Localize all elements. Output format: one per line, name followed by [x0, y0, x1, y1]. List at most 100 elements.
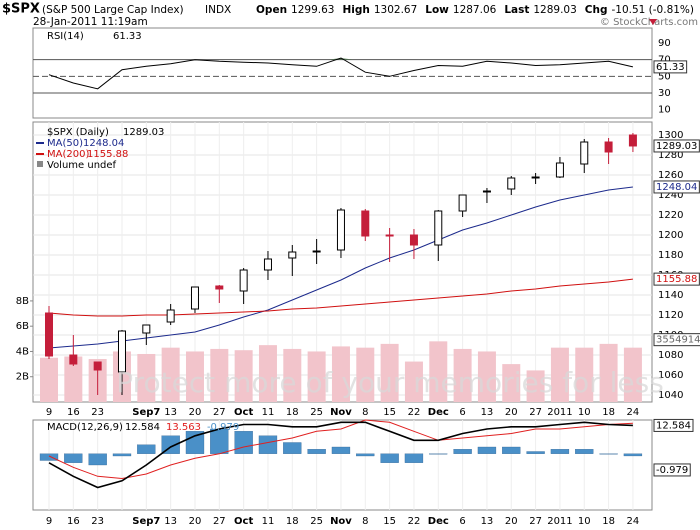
x-tick-label: 23 — [91, 516, 104, 527]
x-tick-label: 27 — [213, 516, 226, 527]
candle-body — [434, 210, 443, 246]
candle-body — [142, 324, 151, 334]
x-tick-label: 27 — [529, 407, 542, 418]
candle-body — [166, 309, 175, 323]
histogram-bar — [185, 431, 205, 454]
volume-bar — [526, 370, 545, 402]
x-tick-label: 22 — [408, 516, 421, 527]
x-tick-label: 25 — [310, 516, 323, 527]
watermark: Protect more of your memories for less — [116, 366, 664, 399]
quote-label: High — [342, 4, 369, 16]
source: © StockCharts.com — [600, 17, 698, 28]
x-tick-label: 2011 — [547, 407, 572, 418]
candle-body — [531, 176, 540, 179]
histogram-bar — [234, 431, 253, 454]
histogram-bar — [477, 446, 497, 454]
y-tick-label: 90 — [658, 38, 671, 49]
histogram-bar — [429, 453, 448, 455]
exchange: INDX — [205, 4, 231, 16]
candle-body — [604, 141, 613, 153]
x-tick-label: Oct — [234, 407, 253, 418]
quote-label: Open — [256, 4, 287, 16]
volume-bar — [623, 347, 642, 402]
x-tick-label: 16 — [67, 407, 80, 418]
quote-label: Low — [425, 4, 449, 16]
candle-body — [555, 162, 564, 178]
x-tick-label: 8 — [362, 516, 368, 527]
x-tick-label: 18 — [286, 516, 299, 527]
x-tick-label: Dec — [428, 516, 449, 527]
y-tick-label: 1220 — [658, 210, 683, 221]
candle-body — [93, 361, 102, 371]
y-tick-label: 10 — [658, 105, 671, 116]
x-tick-label: 13 — [481, 407, 494, 418]
macd-line — [48, 419, 633, 480]
rsi-last: 61.33 — [113, 31, 142, 42]
x-tick-label: 25 — [310, 407, 323, 418]
value-box: 12.584 — [656, 420, 691, 431]
histogram-bar — [39, 453, 59, 461]
x-tick-label: Nov — [330, 407, 352, 418]
x-tick-label: Oct — [234, 516, 253, 527]
legend-name: Volume undef — [47, 160, 117, 171]
value-box: 61.33 — [656, 62, 685, 73]
candle-body — [45, 312, 53, 357]
legend-value: 1155.88 — [87, 149, 128, 160]
candle-body — [288, 251, 297, 259]
value-box-bg — [653, 463, 691, 477]
candle-body — [190, 286, 199, 310]
histogram-bar — [283, 442, 302, 454]
x-tick-label: 15 — [383, 407, 396, 418]
value-box-bg — [653, 418, 694, 432]
histogram-bar — [404, 453, 424, 463]
x-tick-label: 24 — [627, 516, 640, 527]
volume-bar — [185, 351, 204, 402]
histogram-bar — [380, 453, 399, 463]
x-tick-label: 10 — [578, 516, 591, 527]
candle-body — [482, 190, 491, 193]
x-tick-label: 13 — [164, 407, 177, 418]
x-tick-label: 20 — [189, 407, 202, 418]
histogram-bar — [258, 435, 278, 454]
quote-value: 1287.06 — [453, 4, 497, 16]
y-tick-label: 1040 — [658, 390, 683, 401]
x-tick-label: 27 — [213, 407, 226, 418]
value-box-bg — [653, 180, 700, 194]
value-box: 3554914 — [656, 335, 700, 346]
y-tick-label: 70 — [658, 55, 671, 66]
x-tick-label: 11 — [262, 516, 275, 527]
datetime: 28-Jan-2011 11:19am — [33, 16, 148, 28]
price-title: $SPX (Daily) — [47, 127, 109, 138]
volume-tick-label: 8B — [16, 296, 29, 307]
y-tick-label: 1120 — [658, 310, 683, 321]
y-tick-label: 50 — [658, 71, 671, 82]
volume-bar — [477, 351, 496, 402]
macd-line — [48, 421, 633, 489]
y-tick-label: 1260 — [658, 170, 683, 181]
y-tick-label: 1140 — [658, 290, 683, 301]
x-tick-label: 9 — [46, 516, 52, 527]
candle-body — [239, 269, 248, 292]
volume-bar — [331, 346, 350, 402]
macd-last: 12.584 — [125, 422, 160, 433]
candle-body — [385, 234, 394, 237]
candle-body — [409, 234, 418, 246]
volume-bar — [161, 347, 180, 402]
x-tick-label: 18 — [602, 407, 615, 418]
x-tick-label: 13 — [164, 516, 177, 527]
symbol: $SPX — [2, 2, 40, 17]
legend-swatch — [37, 161, 43, 167]
candle-body — [458, 194, 467, 212]
candle-body — [263, 258, 272, 271]
x-tick-label: 20 — [505, 407, 518, 418]
volume-tick-label: 6B — [16, 321, 29, 332]
histogram-bar — [64, 453, 83, 463]
x-tick-label: 22 — [408, 407, 421, 418]
volume-bar — [307, 351, 326, 402]
y-tick-label: 1240 — [658, 190, 683, 201]
value-box-bg — [653, 333, 700, 347]
value-box: 1155.88 — [656, 274, 697, 285]
overbought-fill — [328, 58, 354, 60]
